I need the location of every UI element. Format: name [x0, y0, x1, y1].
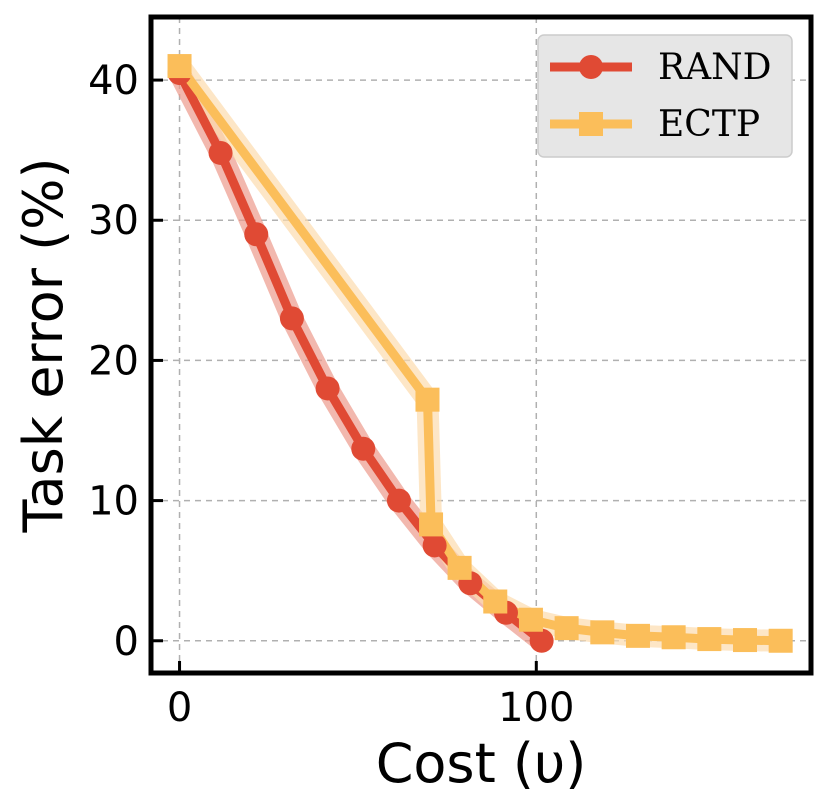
x-tick-label: 0	[167, 685, 192, 731]
ectp-data-point	[661, 625, 686, 650]
legend-entry-ectp: ECTP	[550, 104, 760, 145]
legend-swatch-marker	[579, 112, 603, 136]
y-tick-label: 0	[114, 619, 139, 665]
y-tick-label: 30	[88, 198, 139, 244]
ectp-data-point	[447, 555, 472, 580]
x-tick-label: 100	[498, 685, 574, 731]
ectp-data-point	[554, 616, 579, 641]
rand-data-point	[529, 628, 554, 653]
y-tick-label: 20	[88, 338, 139, 384]
rand-data-point	[351, 436, 376, 461]
ectp-data-point	[518, 607, 543, 632]
y-tick-label: 10	[88, 479, 139, 525]
ectp-data-point	[697, 627, 722, 652]
ectp-data-point	[733, 628, 757, 653]
rand-data-point	[422, 533, 447, 558]
y-tick-label: 40	[88, 58, 139, 104]
series-markers	[167, 54, 793, 653]
rand-data-point	[208, 140, 233, 165]
rand-data-point	[244, 222, 269, 247]
legend-swatch-marker	[579, 55, 603, 79]
legend-entry-rand: RAND	[550, 47, 771, 88]
ectp-data-point	[167, 54, 192, 79]
ectp-data-point	[419, 512, 444, 537]
plot-frame	[148, 14, 814, 676]
rand-data-point	[386, 488, 411, 513]
legend-label-rand: RAND	[658, 47, 771, 88]
axis-ticks: 0 10 20 30 40 0 100	[88, 58, 574, 731]
rand-data-point	[315, 376, 340, 401]
ectp-data-point	[415, 387, 440, 412]
rand-confidence-band	[168, 62, 553, 652]
legend: RAND ECTP	[537, 34, 793, 158]
ectp-data-point	[590, 620, 615, 645]
legend-label-ectp: ECTP	[658, 104, 760, 145]
ectp-data-point	[768, 628, 793, 653]
x-axis-title: Cost (υ)	[376, 732, 587, 795]
y-axis-title: Task error (%)	[12, 157, 75, 533]
rand-data-point	[279, 306, 304, 331]
ectp-data-point	[625, 623, 650, 648]
ectp-data-point	[483, 589, 508, 614]
